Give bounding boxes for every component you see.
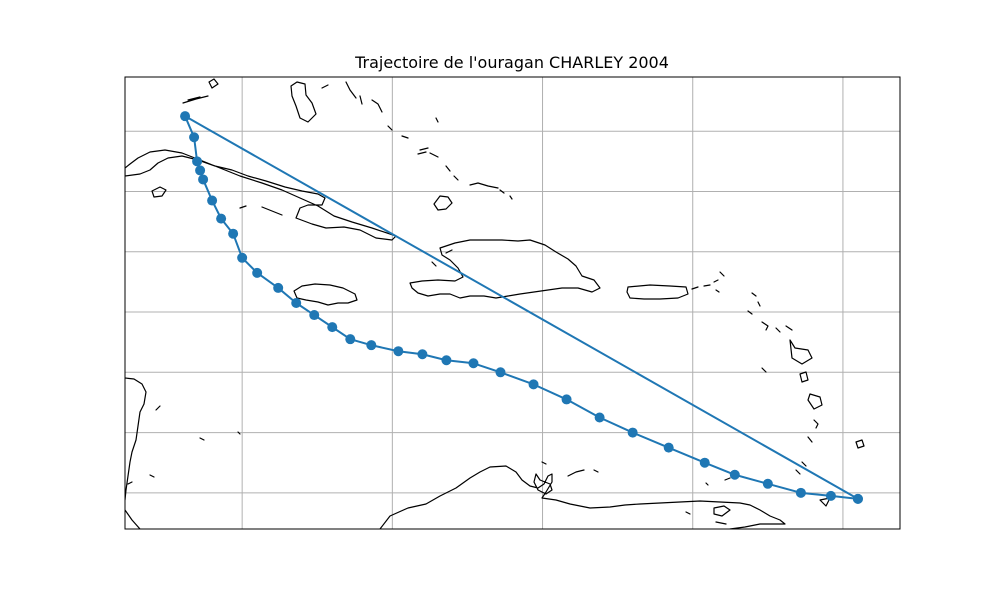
track-point: [192, 156, 203, 167]
track-point: [366, 340, 377, 351]
track-point: [327, 322, 338, 333]
track-point: [528, 379, 539, 390]
coastline-virgin-islands: [691, 279, 720, 293]
track-point: [228, 228, 239, 239]
coastline-cuba: [125, 149, 397, 241]
coastline-lesser-antilles: [719, 271, 865, 475]
track-point: [393, 346, 404, 357]
track-point: [729, 469, 740, 480]
track-point: [762, 478, 773, 489]
coastline-jamaica: [293, 283, 358, 306]
track-point: [825, 490, 836, 501]
track-point: [216, 213, 227, 224]
track-point: [495, 367, 506, 378]
track-point: [441, 355, 452, 366]
track-point: [594, 412, 605, 423]
coastline-puerto-rico: [626, 284, 689, 300]
track-point: [561, 394, 572, 405]
track-point: [273, 282, 284, 293]
track-point: [291, 298, 302, 308]
track-point: [345, 334, 356, 345]
map-title: Trajectoire de l'ouragan CHARLEY 2004: [354, 53, 669, 72]
track-point: [852, 493, 863, 504]
track-line: [184, 115, 859, 500]
coastline-south-america: [125, 461, 831, 529]
track-point: [309, 310, 320, 321]
track-point: [198, 174, 209, 185]
track-point: [252, 267, 263, 278]
coastline-florida-keys: [182, 78, 219, 104]
coastline-isla-juventud: [151, 186, 167, 198]
hurricane-track: [180, 111, 863, 504]
coastline-andros: [290, 81, 317, 123]
track-point: [627, 427, 638, 438]
coastlines: [125, 78, 865, 529]
track-point: [237, 252, 248, 263]
coastline-cayman: [239, 205, 283, 216]
track-point: [189, 132, 200, 143]
track-point: [663, 442, 674, 453]
track-point: [417, 349, 428, 360]
map-frame: [124, 76, 901, 530]
coastline-hispaniola: [409, 239, 601, 299]
track-point: [468, 358, 479, 369]
graticule: [125, 77, 900, 529]
track-point: [180, 111, 191, 122]
track-point: [699, 457, 710, 468]
track-point: [795, 487, 806, 498]
track-point: [195, 165, 206, 176]
coastline-bahamas: [321, 81, 513, 211]
coastline-central-america: [125, 377, 241, 501]
track-point: [207, 195, 218, 206]
